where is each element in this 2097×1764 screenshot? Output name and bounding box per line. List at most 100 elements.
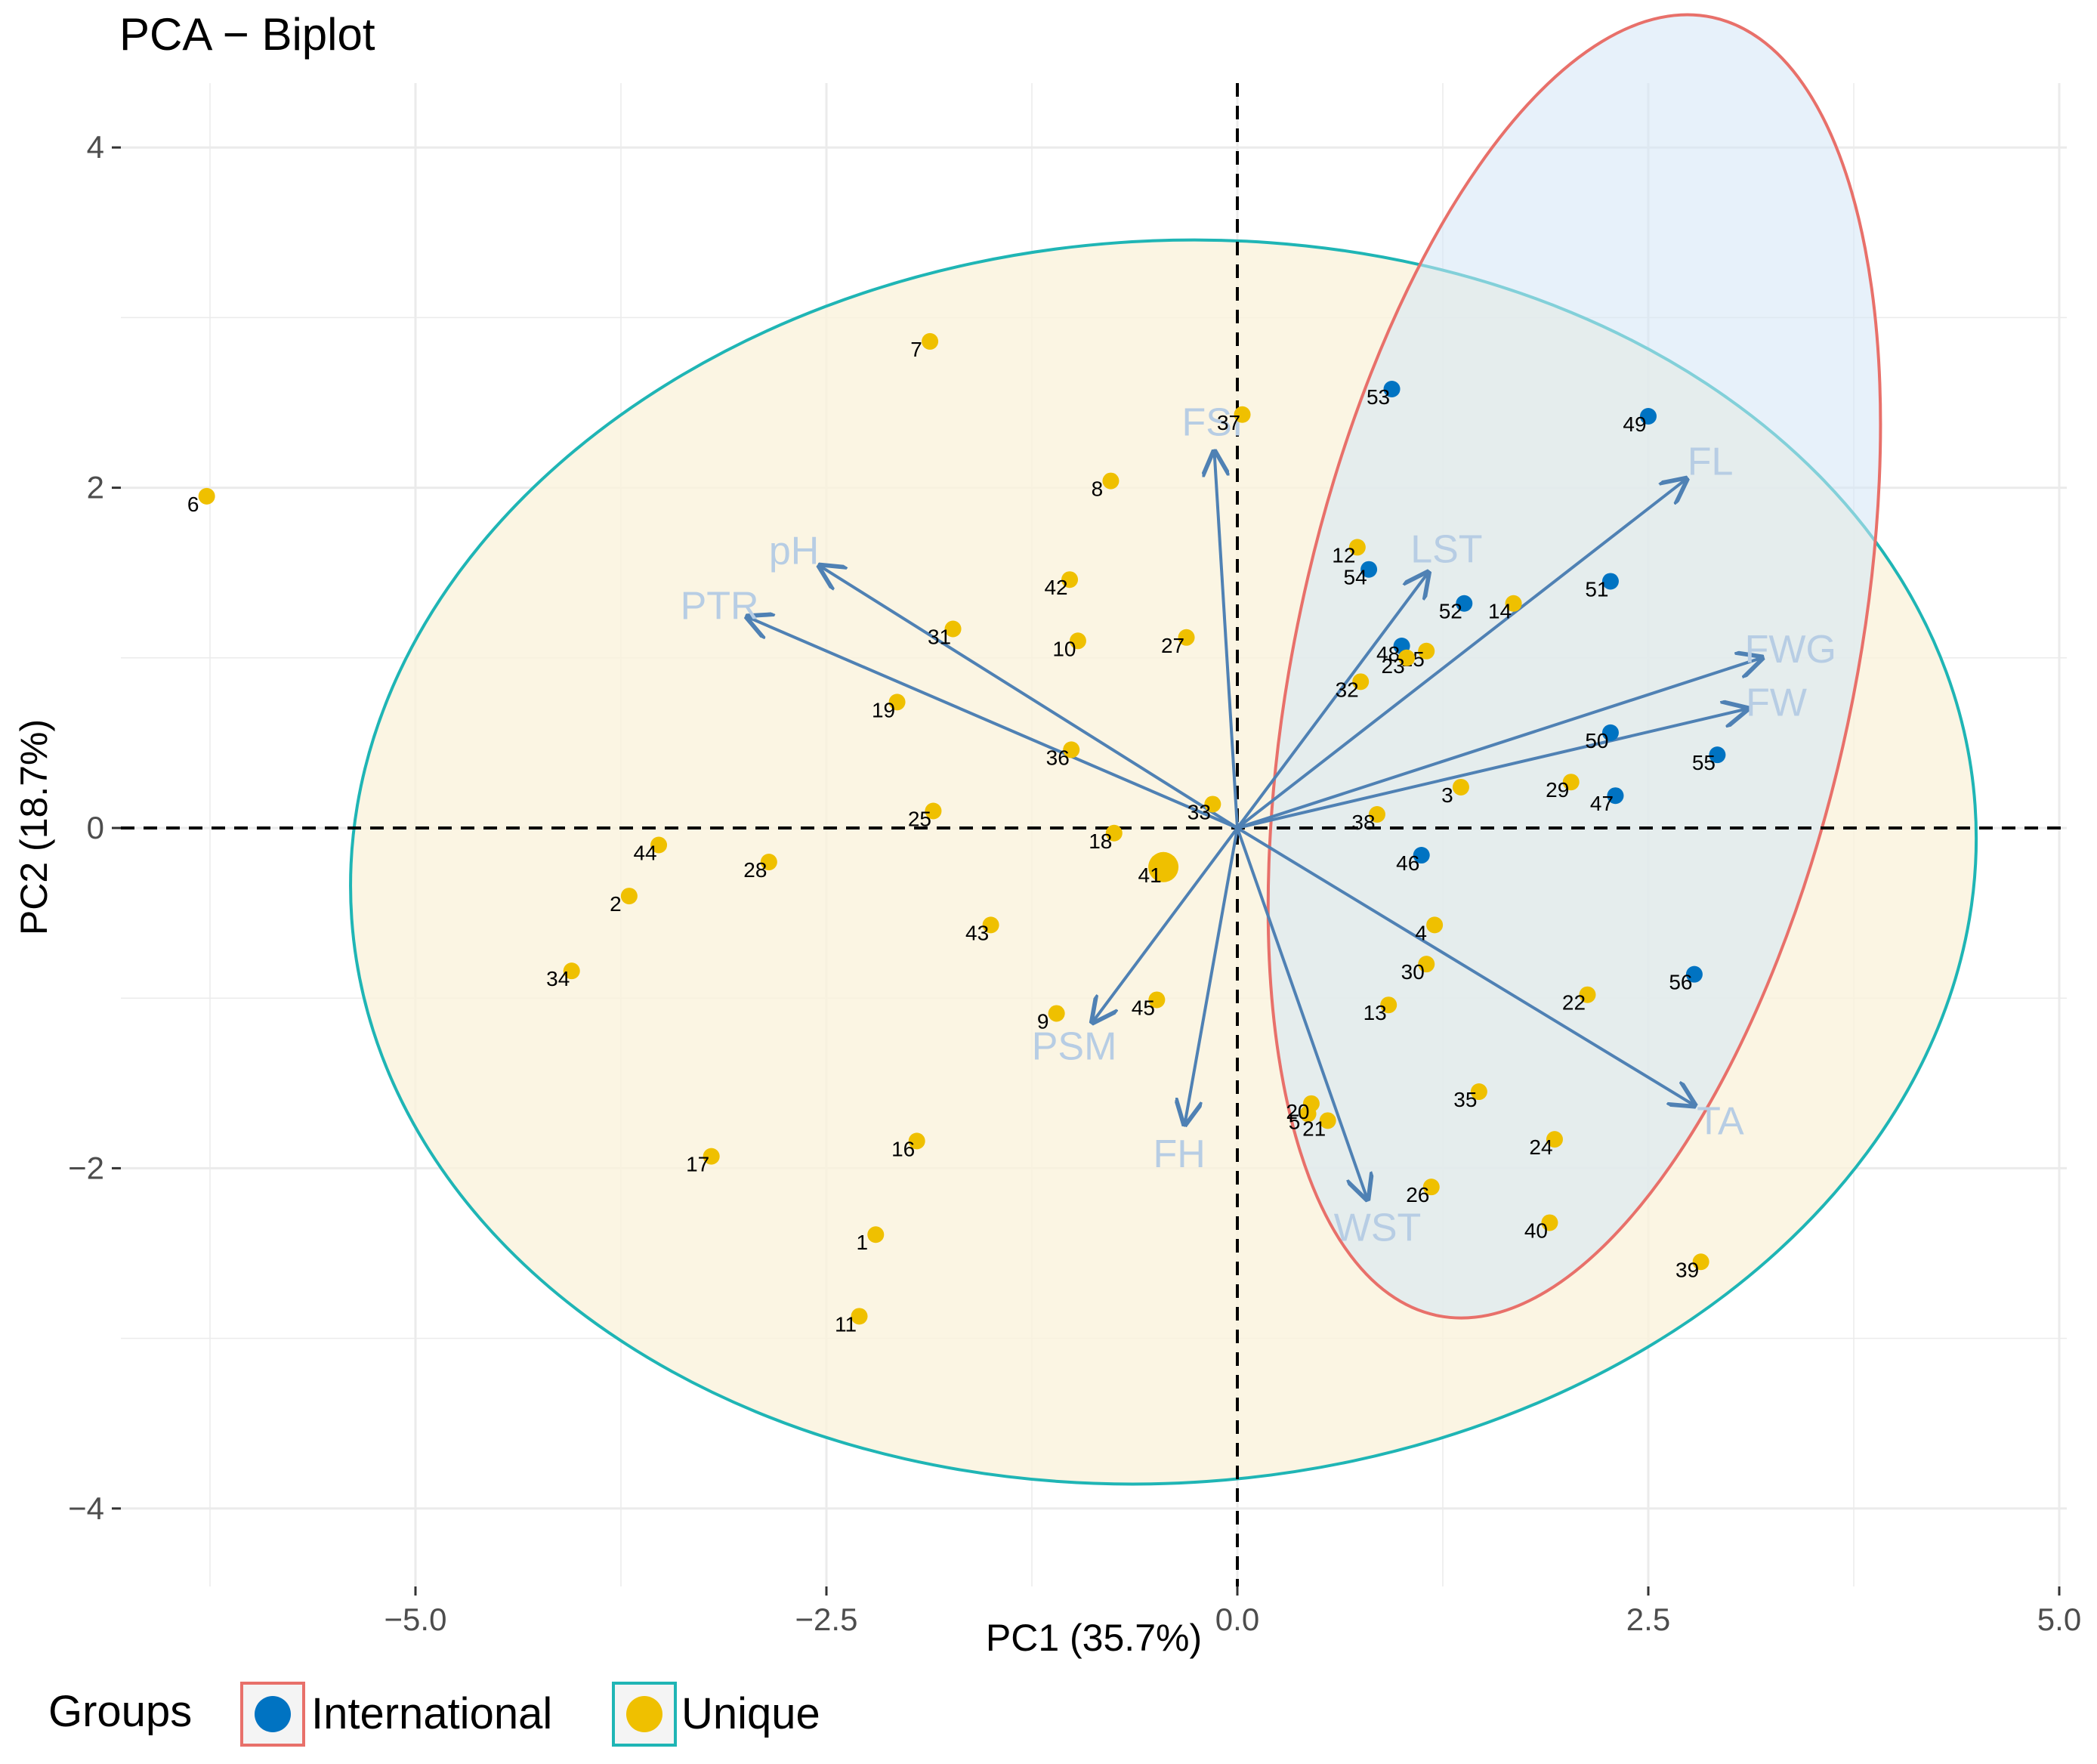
data-point <box>1422 1179 1440 1196</box>
point-label: 37 <box>1217 411 1240 434</box>
data-point <box>1048 1005 1065 1022</box>
data-point <box>563 962 580 980</box>
variable-label-lst: LST <box>1410 528 1482 572</box>
data-point <box>1562 774 1580 791</box>
data-point <box>1368 805 1385 823</box>
point-label: 13 <box>1364 1001 1387 1024</box>
x-tick-label: 5.0 <box>2037 1602 2081 1637</box>
variable-label-ta: TA <box>1697 1099 1744 1143</box>
data-point <box>1709 746 1726 764</box>
variable-arrow-fw <box>1237 709 1747 829</box>
point-label: 8 <box>1092 477 1104 501</box>
point-label: 30 <box>1401 960 1425 984</box>
variable-label-ptr: PTR <box>681 584 759 628</box>
point-label: 1 <box>856 1231 868 1254</box>
data-point <box>1319 1112 1336 1129</box>
point-label: 14 <box>1488 600 1512 623</box>
variable-label-psm: PSM <box>1032 1024 1117 1068</box>
point-label: 50 <box>1585 729 1608 752</box>
point-label: 3 <box>1441 783 1453 807</box>
data-point <box>944 620 962 638</box>
data-point <box>1546 1131 1563 1148</box>
data-point <box>1470 1083 1487 1101</box>
data-point <box>1452 778 1469 795</box>
point-label: 12 <box>1332 543 1355 567</box>
point-label: 36 <box>1046 746 1070 769</box>
y-tick-label: 0 <box>87 810 104 845</box>
point-label: 42 <box>1044 576 1067 599</box>
point-label: 33 <box>1187 800 1211 823</box>
x-tick-label: −5.0 <box>385 1602 447 1637</box>
data-point <box>1418 956 1435 973</box>
data-point <box>1456 595 1473 612</box>
point-label: 21 <box>1302 1117 1326 1140</box>
point-label: 39 <box>1675 1258 1699 1281</box>
point-label: 38 <box>1351 811 1375 834</box>
chart-title: PCA − Biplot <box>119 9 375 60</box>
data-point <box>1148 851 1179 882</box>
point-label: 35 <box>1453 1088 1477 1111</box>
variable-arrow-psm <box>1093 826 1239 1022</box>
point-label: 20 <box>1286 1100 1309 1123</box>
point-label: 45 <box>1132 996 1155 1019</box>
point-label: 34 <box>546 967 570 990</box>
variable-arrow-fh <box>1184 827 1239 1124</box>
point-label: 31 <box>928 626 951 649</box>
data-point <box>1178 629 1195 646</box>
data-point <box>1234 406 1251 423</box>
point-label: 25 <box>908 807 931 830</box>
legend: Groups International Unique <box>48 1682 820 1747</box>
point-label: 23 <box>1382 654 1405 678</box>
data-point <box>1102 472 1120 490</box>
data-point <box>982 916 999 934</box>
point-label: 24 <box>1529 1135 1552 1159</box>
point-label: 32 <box>1336 678 1359 701</box>
data-point <box>1302 1095 1320 1112</box>
variable-label-ph: pH <box>769 529 819 573</box>
point-label: 40 <box>1524 1219 1548 1242</box>
point-label: 41 <box>1138 863 1162 887</box>
data-point <box>1413 847 1430 864</box>
point-label: 19 <box>872 698 895 721</box>
data-point <box>1418 642 1435 660</box>
point-label: 11 <box>835 1312 857 1336</box>
confidence-ellipse-international <box>1266 13 1882 1320</box>
point-label: 18 <box>1089 829 1112 853</box>
data-point <box>1640 408 1657 425</box>
variable-label-fw: FW <box>1746 681 1807 725</box>
variable-arrow-fsi <box>1215 452 1239 829</box>
data-point <box>1505 595 1522 612</box>
data-point <box>1204 795 1221 813</box>
data-point <box>1426 916 1444 934</box>
data-point <box>908 1132 925 1150</box>
data-point <box>1105 824 1123 842</box>
data-point <box>1380 996 1397 1014</box>
legend-point-international <box>255 1696 291 1732</box>
variable-label-fwg: FWG <box>1745 628 1836 672</box>
point-label: 51 <box>1585 577 1608 601</box>
point-label: 29 <box>1546 778 1569 802</box>
data-point <box>1061 571 1079 589</box>
legend-point-unique <box>626 1696 662 1732</box>
data-point <box>867 1226 885 1243</box>
point-label: 47 <box>1590 792 1614 815</box>
point-label: 27 <box>1161 634 1184 657</box>
data-point <box>1360 561 1378 578</box>
variable-arrow-lst <box>1236 573 1428 829</box>
point-label: 28 <box>743 858 767 882</box>
data-point <box>1685 965 1703 983</box>
point-label: 22 <box>1562 991 1586 1015</box>
data-point <box>925 802 942 820</box>
point-label: 7 <box>910 338 922 361</box>
data-point <box>1063 741 1080 758</box>
data-point <box>1398 649 1416 666</box>
variable-label-fh: FH <box>1153 1132 1205 1176</box>
data-point <box>620 888 638 905</box>
x-tick-label: 0.0 <box>1215 1602 1259 1637</box>
point-label: 56 <box>1669 971 1692 994</box>
data-point <box>1383 380 1401 397</box>
variable-label-fsi: FSI <box>1182 400 1243 444</box>
data-point <box>1352 673 1370 690</box>
